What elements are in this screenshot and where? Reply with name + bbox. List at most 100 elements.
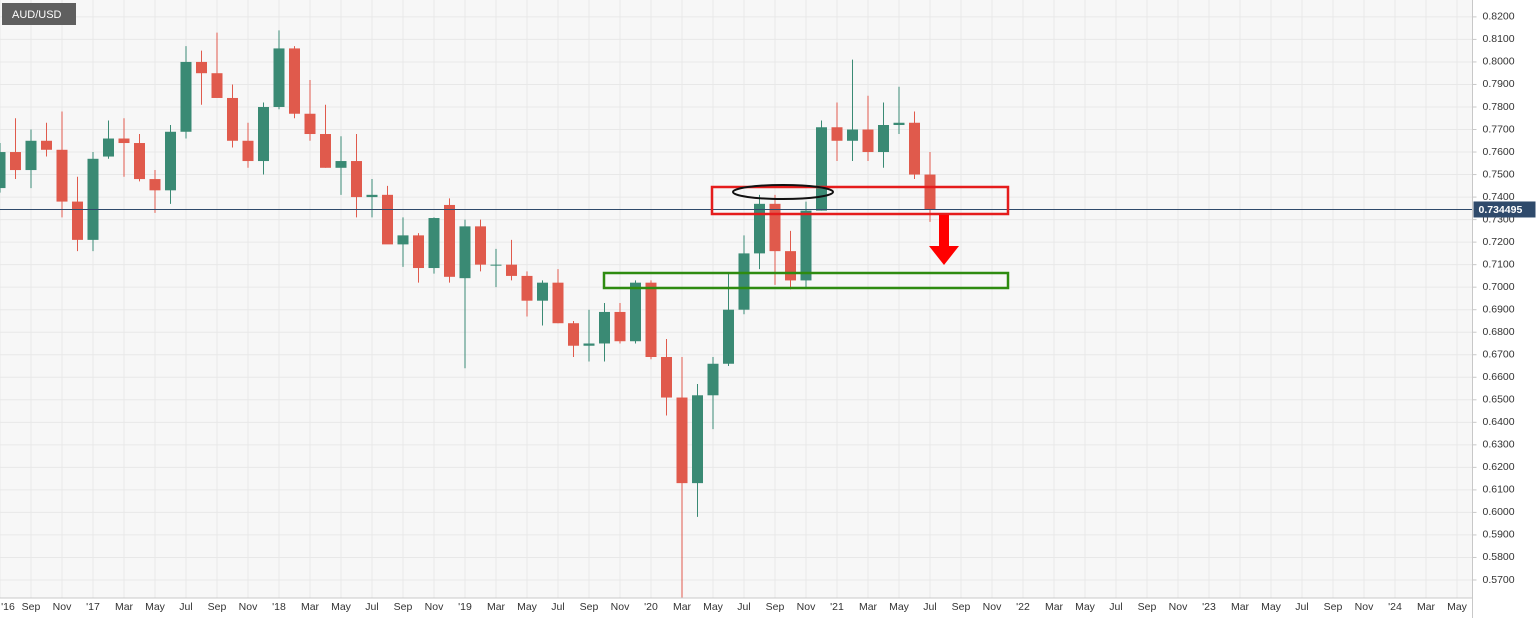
candle-body — [506, 264, 517, 276]
x-tick-label: Sep — [766, 601, 785, 613]
x-tick-label: Mar — [115, 601, 134, 613]
candle-body — [924, 174, 936, 210]
y-tick-label: 0.5900 — [1483, 529, 1515, 541]
candle-body — [211, 73, 223, 98]
x-tick-label: '20 — [644, 601, 658, 613]
candle-body — [103, 138, 114, 157]
candle-body — [258, 106, 269, 162]
y-tick-label: 0.6900 — [1483, 303, 1515, 315]
x-tick-label: Jul — [551, 601, 564, 613]
candle-body — [56, 149, 68, 202]
candle-body — [196, 61, 207, 74]
candle-body — [831, 127, 843, 141]
candle-body — [304, 113, 316, 135]
x-tick-label: Jul — [365, 601, 378, 613]
y-tick-label: 0.7100 — [1483, 258, 1515, 270]
candle-body — [630, 282, 641, 342]
candle-body — [583, 343, 595, 346]
candle-body — [413, 235, 424, 269]
candle-body — [289, 48, 300, 114]
candle-body — [723, 309, 734, 364]
candle-body — [599, 311, 610, 344]
candle-body — [25, 140, 37, 171]
y-axis-panel — [1472, 0, 1536, 618]
y-tick-label: 0.6000 — [1483, 506, 1515, 518]
y-tick-label: 0.7600 — [1483, 146, 1515, 158]
highlight-ellipse — [732, 184, 834, 200]
x-tick-label: Nov — [425, 601, 444, 613]
candle-body — [862, 129, 874, 153]
x-tick-label: May — [331, 601, 352, 613]
x-tick-label: May — [889, 601, 910, 613]
candle-body — [490, 264, 502, 266]
y-tick-label: 0.7200 — [1483, 236, 1515, 248]
y-tick-label: 0.6500 — [1483, 394, 1515, 406]
candle-body — [568, 323, 579, 346]
x-tick-label: Jul — [1295, 601, 1308, 613]
candle-body — [816, 127, 827, 211]
candle-body — [242, 140, 254, 162]
x-tick-label: Nov — [983, 601, 1002, 613]
y-tick-label: 0.6100 — [1483, 484, 1515, 496]
y-tick-label: 0.5800 — [1483, 551, 1515, 563]
x-tick-label: Mar — [1417, 601, 1436, 613]
x-tick-label: Jul — [1109, 601, 1122, 613]
arrow-head — [929, 246, 959, 265]
x-tick-label: May — [1447, 601, 1468, 613]
x-tick-label: May — [517, 601, 538, 613]
candle-body — [614, 311, 626, 342]
x-tick-label: May — [1075, 601, 1096, 613]
candle-body — [118, 138, 130, 144]
candle-body — [180, 61, 192, 132]
candle-body — [72, 201, 83, 240]
x-tick-label: Sep — [1138, 601, 1157, 613]
last-price-tag — [1473, 201, 1536, 218]
y-tick-label: 0.6200 — [1483, 461, 1515, 473]
annotations — [602, 184, 1010, 290]
x-tick-label: Nov — [1169, 601, 1188, 613]
candle-body — [475, 226, 486, 265]
support-box — [602, 271, 1010, 290]
y-tick-label: 0.6400 — [1483, 416, 1515, 428]
candle-body — [645, 282, 657, 357]
x-tick-label: May — [703, 601, 724, 613]
y-tick-label: 0.7000 — [1483, 281, 1515, 293]
x-tick-label: Mar — [673, 601, 692, 613]
x-tick-label: '16 — [1, 601, 15, 613]
y-tick-label: 0.6800 — [1483, 326, 1515, 338]
x-tick-label: Nov — [239, 601, 258, 613]
y-tick-label: 0.7400 — [1483, 191, 1515, 203]
y-tick-label: 0.6600 — [1483, 371, 1515, 383]
x-tick-label: Mar — [1231, 601, 1250, 613]
x-tick-label: '18 — [272, 601, 286, 613]
candle-body — [273, 48, 285, 107]
x-tick-label: Nov — [1355, 601, 1374, 613]
candle-body — [847, 129, 858, 141]
candle-body — [87, 158, 99, 240]
y-tick-label: 0.7900 — [1483, 78, 1515, 90]
x-tick-label: '19 — [458, 601, 472, 613]
symbol-badge — [2, 3, 76, 25]
candle-body — [41, 140, 52, 150]
x-tick-label: Nov — [611, 601, 630, 613]
grid — [0, 0, 1473, 598]
candle-body — [537, 282, 548, 301]
axes: 0.5700 0.5800 0.5900 0.6000 0.6100 0.6200 0.63… — [1, 11, 1536, 613]
x-tick-label: Mar — [1045, 601, 1064, 613]
x-tick-label: '22 — [1016, 601, 1030, 613]
candle-body — [165, 131, 176, 191]
y-tick-label: 0.6300 — [1483, 439, 1515, 451]
chart-title: AUD/USD — [12, 9, 62, 21]
candle-body — [10, 152, 21, 171]
x-tick-label: '24 — [1388, 601, 1402, 613]
x-tick-label: Mar — [301, 601, 320, 613]
candle-body — [754, 203, 765, 254]
x-tick-label: Sep — [580, 601, 599, 613]
x-tick-label: Sep — [952, 601, 971, 613]
y-tick-label: 0.7700 — [1483, 123, 1515, 135]
candle-body — [382, 194, 393, 245]
candle-body — [661, 356, 672, 398]
candle-body — [351, 161, 362, 198]
